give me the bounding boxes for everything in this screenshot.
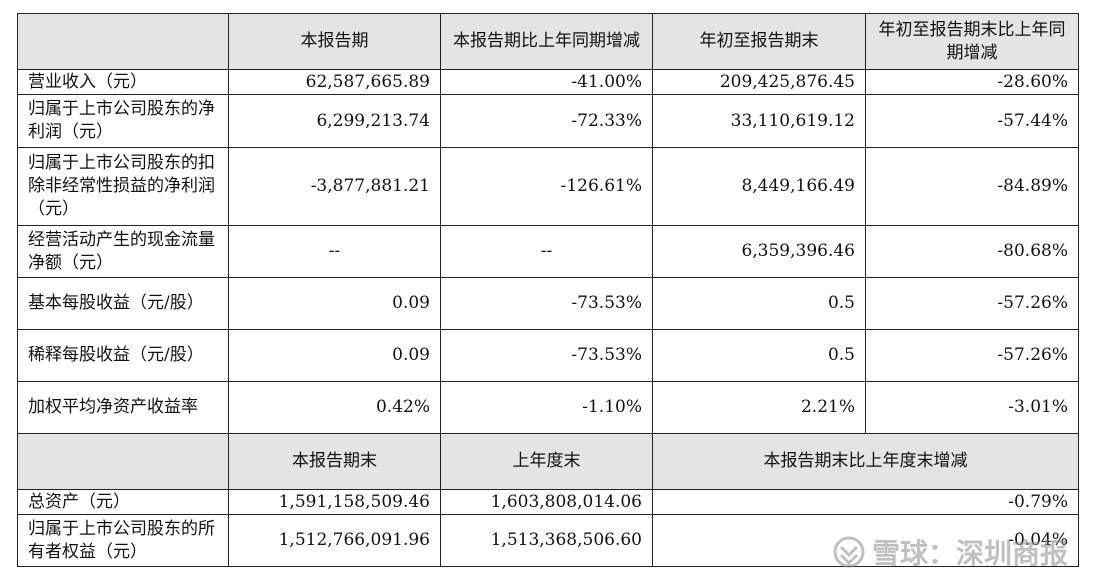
- cell-value: -57.26%: [865, 329, 1079, 382]
- row-label: 基本每股收益（元/股）: [17, 277, 229, 330]
- row-label: 稀释每股收益（元/股）: [17, 329, 229, 382]
- table-row: 营业收入（元） 62,587,665.89 -41.00% 209,425,87…: [17, 69, 1079, 95]
- cell-value: 1,512,766,091.96: [228, 514, 441, 567]
- header-cell: 本报告期末比上年度末增减: [652, 433, 1079, 490]
- cell-value: 0.09: [228, 329, 441, 382]
- cell-value: -84.89%: [865, 147, 1079, 226]
- table-row: 经营活动产生的现金流量净额（元） -- -- 6,359,396.46 -80.…: [17, 225, 1079, 278]
- cell-value: -41.00%: [440, 69, 653, 95]
- cell-value: -3.01%: [865, 381, 1079, 434]
- header-cell: 本报告期末: [228, 433, 441, 490]
- cell-value: --: [228, 225, 441, 278]
- table-row: 基本每股收益（元/股） 0.09 -73.53% 0.5 -57.26%: [17, 277, 1079, 330]
- header-cell: 本报告期: [228, 13, 441, 70]
- cell-value: --: [440, 225, 653, 278]
- cell-value: -0.79%: [652, 489, 1079, 515]
- cell-value: 8,449,166.49: [652, 147, 866, 226]
- header-cell: 年初至报告期末比上年同期增减: [865, 13, 1079, 70]
- row-label: 经营活动产生的现金流量净额（元）: [17, 225, 229, 278]
- cell-value: -73.53%: [440, 329, 653, 382]
- row-label: 归属于上市公司股东的扣除非经常性损益的净利润（元）: [17, 147, 229, 226]
- cell-value: 0.5: [652, 329, 866, 382]
- cell-value: 6,359,396.46: [652, 225, 866, 278]
- header-cell-empty: [17, 433, 229, 490]
- cell-value: -3,877,881.21: [228, 147, 441, 226]
- cell-value: 0.42%: [228, 381, 441, 434]
- cell-value: 1,603,808,014.06: [440, 489, 653, 515]
- cell-value: 33,110,619.12: [652, 94, 866, 148]
- cell-value: 0.09: [228, 277, 441, 330]
- cell-value: -80.68%: [865, 225, 1079, 278]
- header-cell: 年初至报告期末: [652, 13, 866, 70]
- cell-value: -1.10%: [440, 381, 653, 434]
- table-header-row: 本报告期 本报告期比上年同期增减 年初至报告期末 年初至报告期末比上年同期增减: [17, 13, 1079, 70]
- row-label: 加权平均净资产收益率: [17, 381, 229, 434]
- table-row: 归属于上市公司股东的净利润（元） 6,299,213.74 -72.33% 33…: [17, 94, 1079, 148]
- cell-value: -126.61%: [440, 147, 653, 226]
- table-row: 加权平均净资产收益率 0.42% -1.10% 2.21% -3.01%: [17, 381, 1079, 434]
- cell-value: 1,591,158,509.46: [228, 489, 441, 515]
- cell-value: -0.04%: [652, 514, 1079, 567]
- header-cell: 上年度末: [440, 433, 653, 490]
- cell-value: -57.44%: [865, 94, 1079, 148]
- table-row: 稀释每股收益（元/股） 0.09 -73.53% 0.5 -57.26%: [17, 329, 1079, 382]
- header-cell: 本报告期比上年同期增减: [440, 13, 653, 70]
- row-label: 归属于上市公司股东的所有者权益（元）: [17, 514, 229, 567]
- cell-value: -73.53%: [440, 277, 653, 330]
- row-label: 总资产（元）: [17, 489, 229, 515]
- cell-value: 62,587,665.89: [228, 69, 441, 95]
- financial-table: 本报告期 本报告期比上年同期增减 年初至报告期末 年初至报告期末比上年同期增减 …: [17, 13, 1079, 567]
- cell-value: -72.33%: [440, 94, 653, 148]
- cell-value: 2.21%: [652, 381, 866, 434]
- row-label: 营业收入（元）: [17, 69, 229, 95]
- table-row: 归属于上市公司股东的所有者权益（元） 1,512,766,091.96 1,51…: [17, 514, 1079, 567]
- table-row: 归属于上市公司股东的扣除非经常性损益的净利润（元） -3,877,881.21 …: [17, 147, 1079, 226]
- cell-value: 1,513,368,506.60: [440, 514, 653, 567]
- header-cell-empty: [17, 13, 229, 70]
- cell-value: 209,425,876.45: [652, 69, 866, 95]
- cell-value: 6,299,213.74: [228, 94, 441, 148]
- table-row: 总资产（元） 1,591,158,509.46 1,603,808,014.06…: [17, 489, 1079, 515]
- table-header-row: 本报告期末 上年度末 本报告期末比上年度末增减: [17, 433, 1079, 490]
- cell-value: -57.26%: [865, 277, 1079, 330]
- row-label: 归属于上市公司股东的净利润（元）: [17, 94, 229, 148]
- cell-value: 0.5: [652, 277, 866, 330]
- cell-value: -28.60%: [865, 69, 1079, 95]
